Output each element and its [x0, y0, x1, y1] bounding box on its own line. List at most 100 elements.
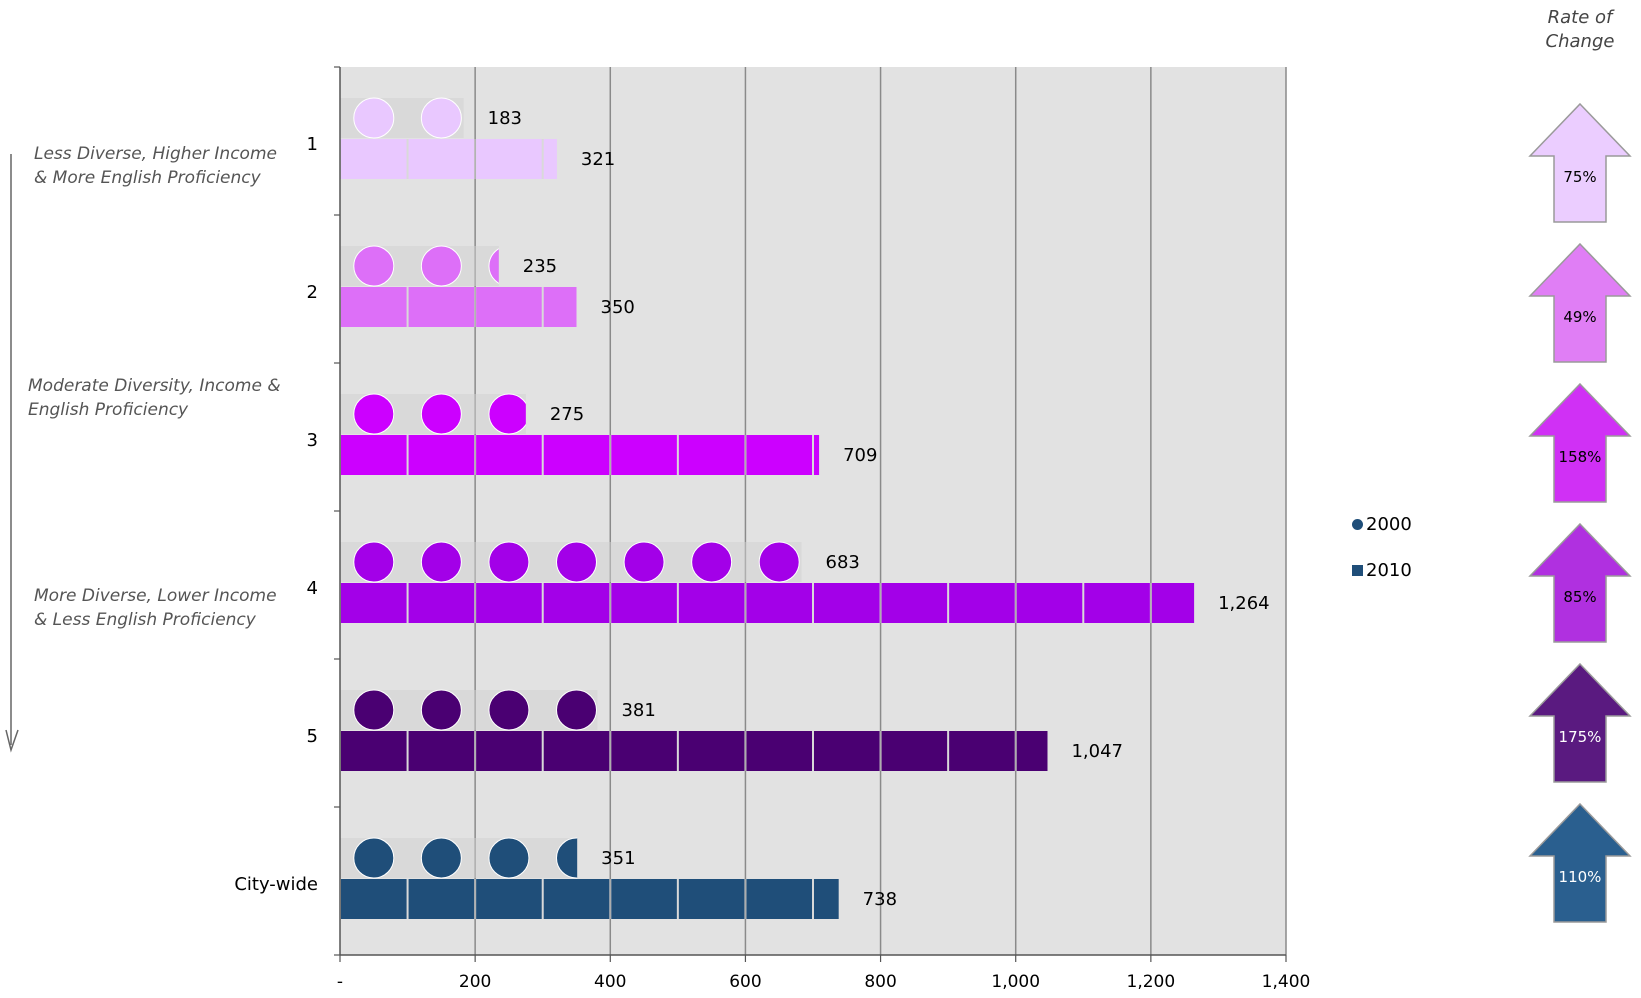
data-label-2010: 709 — [843, 445, 877, 466]
x-tick-label: 800 — [864, 972, 896, 992]
legend-marker-circle — [1352, 519, 1363, 530]
data-label-2000: 351 — [601, 848, 635, 869]
circle-icon — [556, 541, 597, 583]
square-icon — [949, 731, 1015, 771]
bar-2010 — [341, 583, 1195, 623]
rate-of-change-title: Rate of Change — [1545, 7, 1615, 52]
circle-icon — [556, 689, 597, 731]
data-label-2010: 321 — [581, 149, 615, 170]
data-label-2010: 1,047 — [1071, 741, 1123, 762]
square-icon — [476, 435, 542, 475]
data-label-2000: 183 — [488, 108, 522, 129]
square-icon — [543, 435, 610, 475]
square-icon — [814, 435, 820, 475]
x-tick-label: 200 — [459, 972, 491, 992]
square-icon — [814, 583, 880, 623]
rate-of-change-label: 85% — [1563, 588, 1596, 606]
data-label-2000: 275 — [550, 404, 584, 425]
square-icon — [1016, 731, 1048, 771]
square-icon — [543, 139, 557, 179]
legend-item-2000: 2000 — [1352, 514, 1412, 535]
data-label-2010: 1,264 — [1218, 593, 1270, 614]
annotation-middle: Moderate Diversity, Income & English Pro… — [28, 376, 281, 420]
data-label-2010: 738 — [863, 889, 897, 910]
square-icon — [543, 583, 610, 623]
up-arrow-icon — [1528, 522, 1632, 643]
square-icon — [611, 435, 677, 475]
bar-2010 — [341, 731, 1048, 771]
annotation-top: Less Diverse, Higher Income & More Engli… — [34, 144, 277, 188]
up-arrow-icon — [1528, 382, 1632, 503]
square-icon — [611, 731, 677, 771]
square-icon — [476, 139, 542, 179]
bar-2010 — [341, 139, 557, 179]
data-label-2010: 350 — [601, 297, 635, 318]
square-icon — [543, 731, 610, 771]
up-arrow-icon — [1528, 102, 1632, 223]
circle-icon — [420, 837, 462, 879]
x-tick-label: 600 — [729, 972, 761, 992]
square-icon — [543, 287, 577, 327]
annotation-bottom: More Diverse, Lower Income & Less Englis… — [34, 586, 277, 630]
square-icon — [678, 435, 745, 475]
square-icon — [476, 287, 542, 327]
circle-icon — [353, 541, 395, 583]
circle-icon — [758, 541, 800, 583]
category-label: 4 — [307, 578, 318, 599]
x-tick-label: 1,200 — [1127, 972, 1176, 992]
square-icon — [341, 435, 407, 475]
circle-icon — [420, 689, 462, 731]
x-tick-label: 1,000 — [991, 972, 1040, 992]
square-icon — [341, 879, 407, 919]
rate-of-change-label: 158% — [1559, 448, 1602, 466]
legend-label-2010: 2010 — [1366, 560, 1412, 581]
legend-marker-square — [1352, 565, 1363, 576]
circle-icon — [420, 393, 462, 435]
square-icon — [341, 583, 407, 623]
circle-icon — [420, 97, 462, 139]
rate-of-change-arrows: 75% 49% 158% 85% 175% 110% — [1528, 102, 1632, 923]
square-icon — [543, 879, 610, 919]
circle-icon — [420, 245, 462, 287]
circle-icon — [691, 541, 733, 583]
square-icon — [1084, 583, 1150, 623]
square-icon — [341, 731, 407, 771]
rate-of-change-label: 175% — [1559, 728, 1602, 746]
square-icon — [814, 879, 839, 919]
square-icon — [476, 583, 542, 623]
square-icon — [1151, 583, 1195, 623]
circle-icon — [488, 837, 530, 879]
bars: 183 321 235 350 275 709 683 1,264 381 1,047 351 738 — [340, 97, 1270, 919]
plot-area — [340, 67, 1286, 955]
bar-2000 — [353, 837, 578, 879]
square-icon — [408, 435, 475, 475]
circle-icon — [353, 245, 395, 287]
data-label-2000: 381 — [621, 700, 655, 721]
square-icon — [341, 139, 407, 179]
square-icon — [678, 879, 745, 919]
square-icon — [611, 583, 677, 623]
square-icon — [1016, 583, 1083, 623]
circle-icon — [488, 248, 499, 284]
up-arrow-icon — [1528, 242, 1632, 363]
bar-2000 — [353, 689, 597, 731]
circle-icon — [353, 689, 395, 731]
category-label: 5 — [307, 726, 318, 747]
square-icon — [746, 583, 812, 623]
bar-2000 — [353, 97, 462, 139]
circle-icon — [623, 541, 665, 583]
circle-icon — [488, 689, 530, 731]
axes: - 200 400 600 800 1,000 1,200 1,400 1 2 3 4 5 City-wi… — [234, 66, 1310, 992]
category-label: City-wide — [234, 874, 318, 895]
square-icon — [678, 731, 745, 771]
circle-icon — [488, 541, 530, 583]
square-icon — [949, 583, 1015, 623]
circle-icon — [420, 541, 462, 583]
data-label-2000: 235 — [523, 256, 557, 277]
rate-of-change-label: 110% — [1559, 868, 1602, 886]
square-icon — [476, 731, 542, 771]
bar-2000 — [353, 393, 526, 435]
up-arrow-icon — [1528, 802, 1632, 923]
circle-icon — [353, 97, 395, 139]
